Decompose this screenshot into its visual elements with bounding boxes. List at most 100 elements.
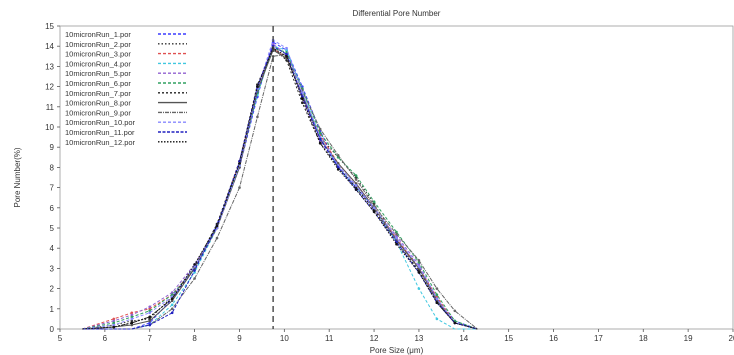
series-6 xyxy=(82,46,478,330)
data-point xyxy=(130,323,134,327)
y-tick-label: 6 xyxy=(50,204,55,213)
series-line xyxy=(82,45,478,330)
series-line xyxy=(82,41,478,330)
data-point xyxy=(215,224,219,228)
x-tick-label: 7 xyxy=(148,334,153,343)
plot-border xyxy=(59,25,734,330)
legend-label: 10micronRun_4.por xyxy=(65,59,131,68)
data-point xyxy=(354,188,358,191)
data-point xyxy=(435,287,439,290)
y-axis-title: Pore Number(%) xyxy=(13,147,22,207)
data-point xyxy=(372,200,376,203)
data-point xyxy=(336,168,340,171)
legend-label: 10micronRun_1.por xyxy=(65,30,131,39)
x-tick-label: 11 xyxy=(325,334,334,343)
legend-item: 10micronRun_5.por xyxy=(65,69,187,78)
series-line xyxy=(82,47,478,330)
legend-item: 10micronRun_6.por xyxy=(65,79,187,88)
series-line xyxy=(82,39,478,330)
legend-item: 10micronRun_7.por xyxy=(65,89,187,98)
data-point xyxy=(285,46,288,50)
legend: 10micronRun_1.por10micronRun_2.por10micr… xyxy=(65,30,187,147)
legend-label: 10micronRun_12.por xyxy=(65,138,136,147)
data-point xyxy=(372,210,376,214)
data-point xyxy=(395,236,398,240)
data-point xyxy=(193,277,196,280)
data-point xyxy=(112,317,116,321)
data-point xyxy=(148,317,151,321)
series-layer xyxy=(82,38,478,330)
y-tick-label: 12 xyxy=(45,83,54,92)
data-point xyxy=(285,55,288,58)
x-tick-label: 20 xyxy=(729,334,734,343)
data-point xyxy=(170,303,174,307)
data-point xyxy=(301,91,304,94)
data-point xyxy=(238,186,241,189)
series-1 xyxy=(82,40,478,330)
legend-label: 10micronRun_6.por xyxy=(65,79,131,88)
legend-label: 10micronRun_3.por xyxy=(65,50,131,59)
y-tick-label: 14 xyxy=(45,42,54,51)
series-8 xyxy=(82,48,478,330)
y-tick-label: 3 xyxy=(50,264,55,273)
series-5 xyxy=(82,42,478,330)
data-point xyxy=(395,232,398,236)
y-tick-label: 9 xyxy=(50,143,55,152)
data-point xyxy=(215,236,219,240)
data-point xyxy=(130,313,134,317)
legend-label: 10micronRun_7.por xyxy=(65,89,131,98)
data-point xyxy=(395,242,398,246)
data-point xyxy=(112,323,116,327)
x-axis-title: Pore Size (μm) xyxy=(370,346,424,355)
legend-item: 10micronRun_4.por xyxy=(65,59,187,68)
series-line xyxy=(82,43,478,330)
data-point xyxy=(130,321,134,325)
data-point xyxy=(130,319,134,323)
x-axis: 5 6 7 8 9 10 11 12 13 14 15 16 17 18 19 20 xyxy=(58,329,734,343)
data-point xyxy=(112,319,116,323)
y-tick-label: 1 xyxy=(50,305,55,314)
data-point xyxy=(170,307,174,311)
legend-label: 10micronRun_9.por xyxy=(65,108,131,117)
legend-item: 10micronRun_12.por xyxy=(65,138,187,147)
data-point xyxy=(395,230,398,234)
data-point xyxy=(417,259,421,262)
legend-label: 10micronRun_11.por xyxy=(65,128,135,137)
data-point xyxy=(372,204,376,208)
x-tick-label: 13 xyxy=(414,334,423,343)
data-point xyxy=(193,265,196,268)
data-point xyxy=(336,162,340,165)
legend-label: 10micronRun_8.por xyxy=(65,99,131,108)
y-tick-label: 8 xyxy=(50,163,55,172)
legend-item: 10micronRun_11.por xyxy=(65,128,187,137)
data-point xyxy=(318,141,322,145)
data-point xyxy=(193,263,196,266)
y-tick-label: 7 xyxy=(50,184,55,193)
x-tick-label: 8 xyxy=(192,334,197,343)
legend-item: 10micronRun_1.por xyxy=(65,30,187,39)
x-tick-label: 18 xyxy=(639,334,648,343)
y-tick-label: 11 xyxy=(46,103,55,112)
data-point xyxy=(301,101,304,105)
data-point xyxy=(148,305,151,309)
data-point xyxy=(417,287,421,290)
data-point xyxy=(130,311,134,315)
data-point xyxy=(301,97,304,100)
plot-frame xyxy=(59,25,734,330)
data-point xyxy=(148,311,151,315)
data-point xyxy=(112,321,116,325)
series-line xyxy=(82,47,478,330)
data-point xyxy=(318,131,322,135)
series-10 xyxy=(82,38,478,330)
series-line xyxy=(82,47,478,330)
legend-item: 10micronRun_8.por xyxy=(65,99,187,108)
x-tick-label: 10 xyxy=(280,334,289,343)
data-point xyxy=(170,293,174,297)
data-point xyxy=(285,53,288,56)
data-point xyxy=(318,137,322,141)
y-tick-label: 2 xyxy=(50,285,55,294)
data-point xyxy=(170,291,174,294)
data-point xyxy=(336,154,340,157)
